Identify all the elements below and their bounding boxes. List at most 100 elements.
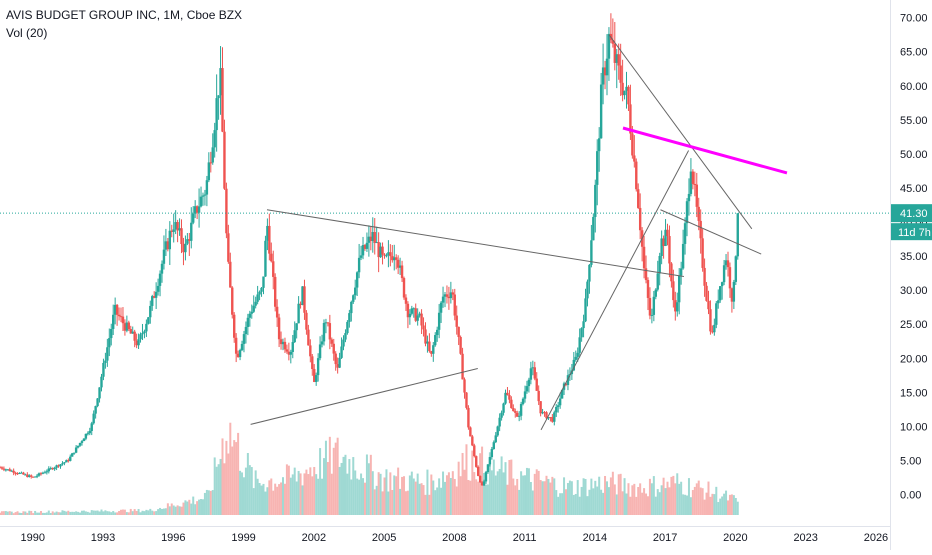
- candle-body: [373, 232, 376, 243]
- candle-body: [293, 330, 296, 343]
- candle-body: [594, 184, 597, 217]
- volume-bar: [369, 454, 372, 515]
- volume-bar: [570, 481, 573, 515]
- volume-bar: [73, 511, 76, 515]
- candle-body: [670, 263, 673, 282]
- candle-body: [176, 222, 179, 231]
- volume-bar: [529, 481, 532, 515]
- volume-bar: [155, 511, 158, 515]
- candle-body: [53, 467, 56, 470]
- candle-body: [141, 333, 144, 335]
- volume-bar: [592, 488, 595, 515]
- volume-bar: [385, 469, 388, 515]
- candle-body: [457, 326, 460, 338]
- candle-body: [418, 313, 421, 316]
- volume-bar: [403, 476, 406, 515]
- candle-body: [0, 467, 2, 469]
- candle-body: [2, 468, 6, 470]
- volume-bar: [401, 476, 404, 515]
- candle-body: [502, 403, 505, 413]
- volume-bar: [88, 512, 91, 515]
- candle-body: [231, 287, 234, 315]
- candle-body: [330, 339, 333, 344]
- candle-body: [328, 323, 332, 340]
- candle-body: [41, 472, 45, 474]
- candle-body: [549, 417, 552, 419]
- volume-bar: [471, 450, 474, 515]
- volume-bar: [116, 512, 119, 515]
- candle-body: [266, 225, 269, 241]
- candle-body: [94, 406, 97, 414]
- candle-body: [463, 379, 466, 393]
- x-tick-label: 2014: [583, 532, 607, 544]
- candle-body: [611, 40, 615, 44]
- y-tick-label: 5.00: [900, 455, 921, 467]
- volume-bar: [145, 509, 148, 515]
- volume-bar: [121, 509, 124, 515]
- volume-bar: [725, 490, 728, 515]
- candle-body: [186, 239, 189, 244]
- candle-body: [379, 246, 382, 258]
- candle-body: [601, 67, 605, 85]
- volume-bar: [609, 477, 612, 515]
- volume-bar: [447, 472, 450, 515]
- volume-bar: [432, 480, 435, 515]
- volume-bar: [627, 483, 630, 515]
- volume-bar: [502, 472, 505, 515]
- candle-body: [480, 482, 484, 486]
- volume-bar: [365, 454, 368, 515]
- candle-body: [553, 412, 556, 422]
- candle-body: [277, 317, 281, 340]
- candle-body: [39, 473, 43, 475]
- volume-bar: [496, 471, 499, 515]
- volume-bar: [473, 472, 476, 515]
- candle-body: [72, 452, 76, 454]
- volume-bar: [151, 510, 154, 515]
- volume-bar: [486, 484, 489, 515]
- volume-bar: [112, 511, 115, 515]
- volume-bar: [280, 482, 283, 515]
- volume-bar: [59, 512, 62, 515]
- candle-body: [728, 267, 732, 289]
- volume-bar: [153, 511, 156, 515]
- candle-body: [705, 285, 708, 301]
- volume-bar: [420, 483, 423, 515]
- candle-body: [30, 475, 33, 477]
- volume-bar: [268, 480, 271, 515]
- volume-bar: [641, 492, 644, 515]
- volume-bar: [736, 501, 739, 515]
- volume-bar: [457, 461, 460, 515]
- volume-bar: [217, 464, 220, 515]
- volume-bar: [713, 494, 716, 515]
- candle-body: [451, 292, 455, 295]
- candle-body: [31, 476, 35, 478]
- volume-bar: [475, 479, 478, 515]
- candle-body: [324, 322, 328, 324]
- candle-body: [627, 86, 630, 105]
- candle-body: [342, 339, 345, 347]
- candle-body: [164, 241, 168, 250]
- volume-bar: [588, 489, 591, 515]
- y-tick-label: 55.00: [900, 115, 928, 127]
- candle-body: [428, 341, 431, 352]
- volume-bar: [717, 502, 720, 515]
- volume-bar: [221, 438, 224, 515]
- volume-bar: [494, 475, 497, 515]
- volume-bar: [270, 478, 273, 515]
- candle-body: [250, 311, 253, 314]
- candle-body: [131, 331, 134, 334]
- candle-body: [566, 375, 570, 386]
- volume-bar: [500, 456, 503, 515]
- candle-body: [211, 147, 214, 163]
- volume-bar: [260, 485, 263, 515]
- volume-bar: [235, 442, 238, 515]
- candle-body: [494, 435, 497, 443]
- volume-bar: [22, 511, 25, 515]
- volume-bar: [514, 485, 517, 515]
- volume-bar: [643, 488, 646, 515]
- candle-body: [207, 162, 211, 181]
- volume-bar: [246, 453, 249, 515]
- volume-bar: [684, 494, 687, 515]
